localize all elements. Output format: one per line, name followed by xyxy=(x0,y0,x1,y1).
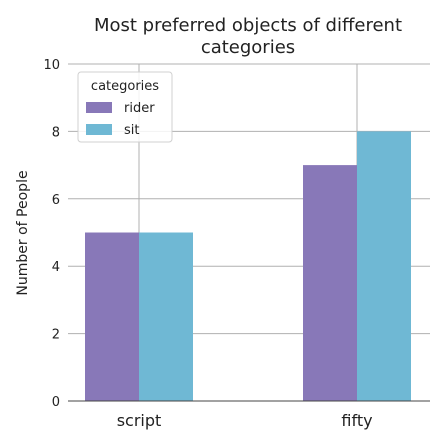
bar-rider-script xyxy=(85,232,139,401)
legend-label-sit: sit xyxy=(124,123,139,138)
axes: 0 2 4 6 8 10 script fifty xyxy=(43,58,430,430)
y-tick-label: 0 xyxy=(52,395,60,410)
legend-label-rider: rider xyxy=(124,101,155,116)
y-tick-label: 10 xyxy=(43,58,60,73)
chart-title: Most preferred objects of different cate… xyxy=(94,15,402,58)
legend-swatch-sit xyxy=(86,124,112,135)
bar-sit-script xyxy=(139,232,193,401)
legend-title: categories xyxy=(91,79,159,94)
y-tick-label: 6 xyxy=(52,193,60,208)
y-tick-label: 4 xyxy=(52,260,60,275)
legend: categories rider sit xyxy=(77,71,173,143)
bar-rider-fifty xyxy=(303,165,357,401)
y-axis-label: Number of People xyxy=(15,170,31,295)
bar-sit-fifty xyxy=(357,131,411,401)
x-tick-label: script xyxy=(117,411,162,430)
legend-swatch-rider xyxy=(86,102,112,113)
chart-title-line-1: Most preferred objects of different xyxy=(94,15,402,36)
chart-title-line-2: categories xyxy=(201,37,295,58)
y-tick-label: 8 xyxy=(52,125,60,140)
bars xyxy=(85,131,411,401)
y-tick-label: 2 xyxy=(52,328,60,343)
x-tick-label: fifty xyxy=(341,411,372,430)
